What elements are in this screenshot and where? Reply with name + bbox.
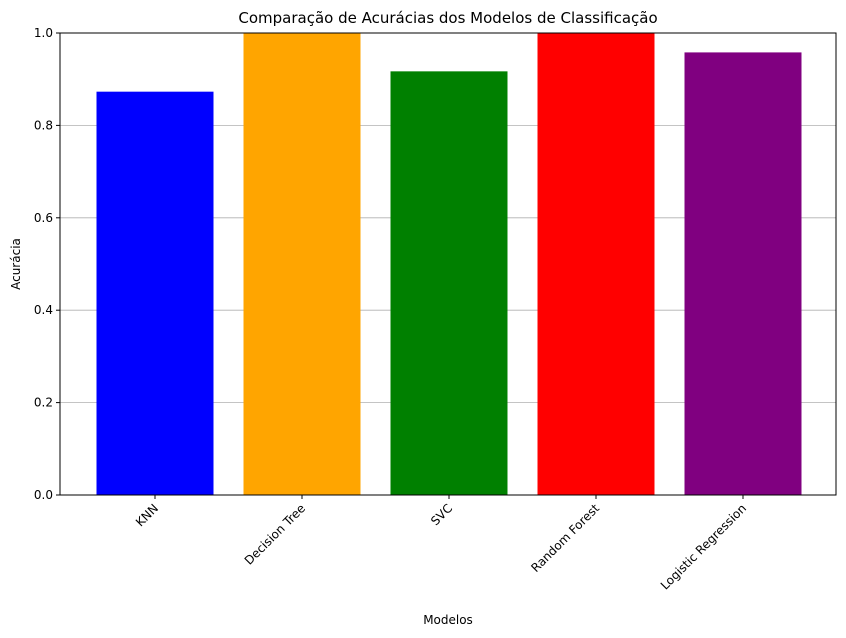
bar-knn	[96, 91, 214, 495]
x-tick-label: SVC	[428, 501, 455, 528]
y-axis-ticks: 0.0 0.2 0.4 0.6 0.8 1.0	[34, 26, 60, 502]
x-tick-label: Decision Tree	[242, 501, 308, 567]
y-tick-label: 1.0	[34, 26, 53, 40]
y-tick-label: 0.6	[34, 211, 53, 225]
bar-svc	[390, 71, 508, 495]
plot-frame	[59, 32, 837, 496]
x-axis-ticks: KNN Decision Tree SVC Random Forest Logistic…	[133, 495, 749, 593]
bars	[96, 33, 802, 496]
y-axis-label: Acurácia	[9, 238, 23, 290]
bar-logistic-regression	[684, 52, 802, 496]
x-axis-label: Modelos	[423, 613, 473, 627]
bar-random-forest	[537, 33, 655, 495]
y-tick-label: 0.0	[34, 488, 53, 502]
y-tick-label: 0.4	[34, 303, 53, 317]
x-tick-label: KNN	[133, 501, 161, 529]
chart-title: Comparação de Acurácias dos Modelos de C…	[238, 9, 657, 27]
bar-decision-tree	[243, 33, 361, 495]
x-tick-label: Logistic Regression	[658, 501, 749, 592]
x-tick-label: Random Forest	[528, 501, 602, 575]
y-tick-label: 0.8	[34, 118, 53, 132]
y-tick-label: 0.2	[34, 396, 53, 410]
